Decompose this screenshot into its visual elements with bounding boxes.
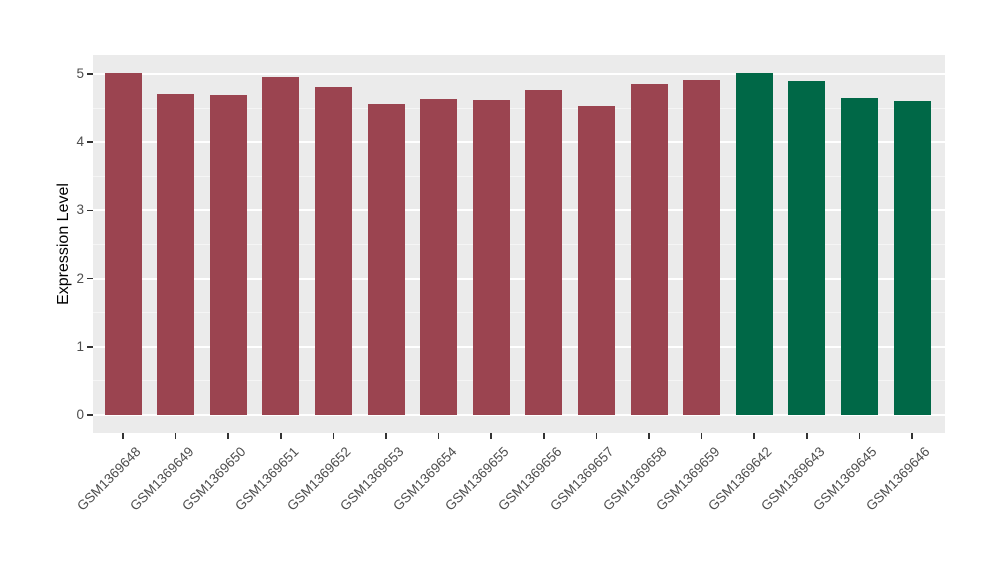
y-tick-label: 1 <box>76 338 84 354</box>
bar <box>104 73 142 415</box>
gridline-minor <box>93 107 945 109</box>
bar <box>630 84 668 415</box>
bar <box>893 101 931 415</box>
y-tick-mark <box>87 346 93 348</box>
bar <box>420 98 458 415</box>
y-tick-label: 0 <box>76 407 84 422</box>
bar <box>209 95 247 415</box>
bar <box>314 86 352 415</box>
x-tick-mark <box>280 433 282 439</box>
y-tick-mark <box>87 209 93 212</box>
y-tick-mark <box>87 277 93 280</box>
y-tick-label: 3 <box>76 202 84 218</box>
gridline-major <box>93 141 945 144</box>
x-tick-mark <box>911 433 913 439</box>
gridline-major <box>93 277 945 280</box>
bar <box>577 106 615 415</box>
bar <box>157 93 195 415</box>
bar <box>735 73 773 415</box>
x-tick-mark <box>543 433 545 439</box>
bar <box>525 90 563 415</box>
x-tick-mark <box>122 433 124 439</box>
bar <box>683 80 721 415</box>
x-tick-label: GSM1369646 <box>863 444 933 514</box>
y-axis-title: Expression Level <box>55 183 72 305</box>
gridline-major <box>93 209 945 212</box>
gridline-minor <box>93 312 945 314</box>
gridline-minor <box>93 244 945 245</box>
gridline-major <box>93 73 945 75</box>
x-tick-mark <box>858 433 861 439</box>
gridline-major <box>93 414 945 416</box>
bar <box>472 99 510 415</box>
x-tick-mark <box>385 433 387 439</box>
gridline-minor <box>93 175 945 177</box>
x-tick-mark <box>332 433 335 439</box>
gridline-minor <box>93 380 945 382</box>
gridline-major <box>93 345 945 348</box>
y-tick-mark <box>87 141 93 143</box>
x-tick-mark <box>490 433 492 439</box>
x-tick-mark <box>227 433 229 439</box>
y-tick-label: 5 <box>76 66 84 81</box>
y-tick-mark <box>87 414 93 416</box>
x-tick-mark <box>753 433 755 439</box>
y-tick-label: 2 <box>76 270 84 286</box>
x-tick-mark <box>595 433 598 439</box>
bar <box>840 97 878 415</box>
y-tick-label: 4 <box>76 134 84 150</box>
bar <box>262 77 300 415</box>
plot-panel <box>93 55 945 433</box>
x-tick-mark <box>437 433 440 439</box>
bar <box>367 104 405 415</box>
x-tick-mark <box>174 433 177 439</box>
x-tick-mark <box>806 433 808 439</box>
y-tick-mark <box>87 73 93 75</box>
x-tick-mark <box>648 433 650 439</box>
x-tick-mark <box>700 433 703 439</box>
bar <box>788 80 826 415</box>
